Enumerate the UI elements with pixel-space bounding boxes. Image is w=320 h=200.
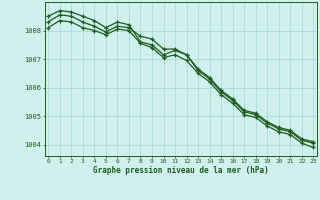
X-axis label: Graphe pression niveau de la mer (hPa): Graphe pression niveau de la mer (hPa) bbox=[93, 166, 269, 175]
